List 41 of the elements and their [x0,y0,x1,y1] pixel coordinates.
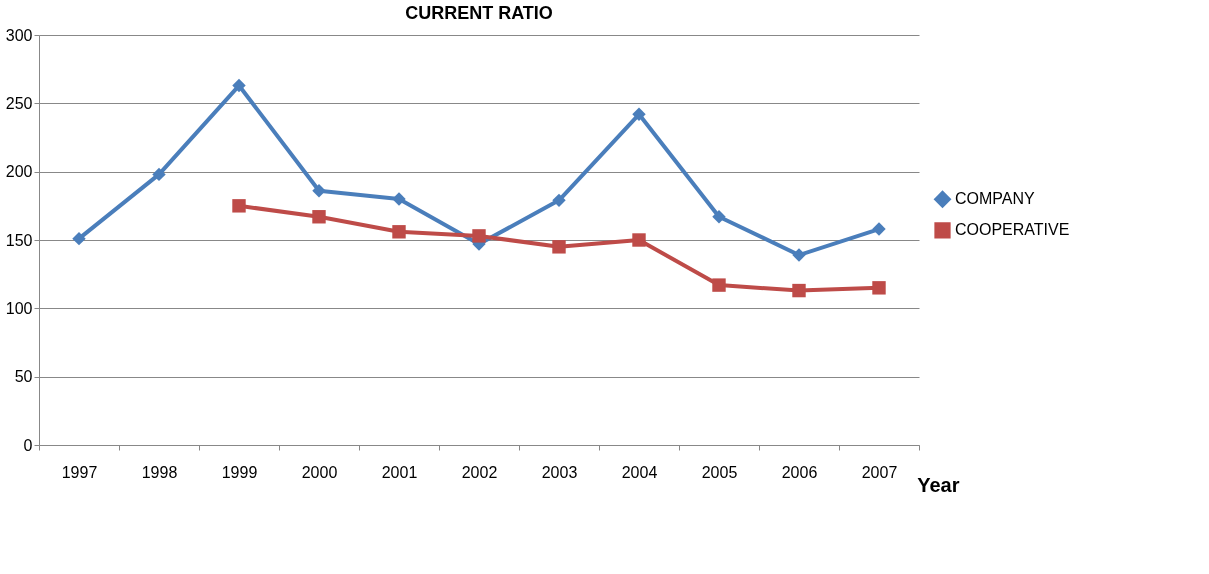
x-tick-label: 1998 [141,463,178,481]
x-axis-title: Year [917,473,960,496]
point [712,210,726,224]
point [312,184,326,198]
point [872,222,886,236]
y-tick-label: 150 [5,231,33,249]
point [392,192,406,206]
x-tick-label: 2001 [381,463,418,481]
y-tick-label: 100 [5,299,33,317]
chart-title: CURRENT RATIO [405,3,553,23]
point [152,167,166,182]
y-tick-label: 300 [5,26,33,44]
y-tick-label: 250 [5,94,33,112]
legend-label: COOPERATIVE [955,221,1070,239]
x-tick-label: 2007 [861,463,898,481]
point [72,231,86,246]
x-tick-label: 2004 [621,463,658,481]
x-tick-label: 1999 [221,463,258,481]
point [792,248,806,262]
point [632,107,646,121]
x-tick-label: 2003 [541,463,578,481]
point [792,283,806,298]
x-tick-label: 2006 [781,463,818,481]
point [392,225,406,239]
point [712,278,726,292]
point [552,193,566,208]
y-tick-label: 200 [5,163,33,181]
y-tick-label: 0 [23,436,33,454]
x-tick-label: 2002 [461,463,498,481]
point [632,233,646,247]
point [312,210,326,224]
point [232,78,246,93]
x-tick-label: 2000 [301,463,338,481]
legend-label: COMPANY [955,190,1036,208]
x-tick-label: 1997 [61,463,98,481]
x-tick-label: 2005 [701,463,738,481]
point [232,199,246,213]
point [552,240,566,254]
point [472,229,486,243]
y-tick-label: 50 [14,368,33,386]
point [872,281,886,295]
